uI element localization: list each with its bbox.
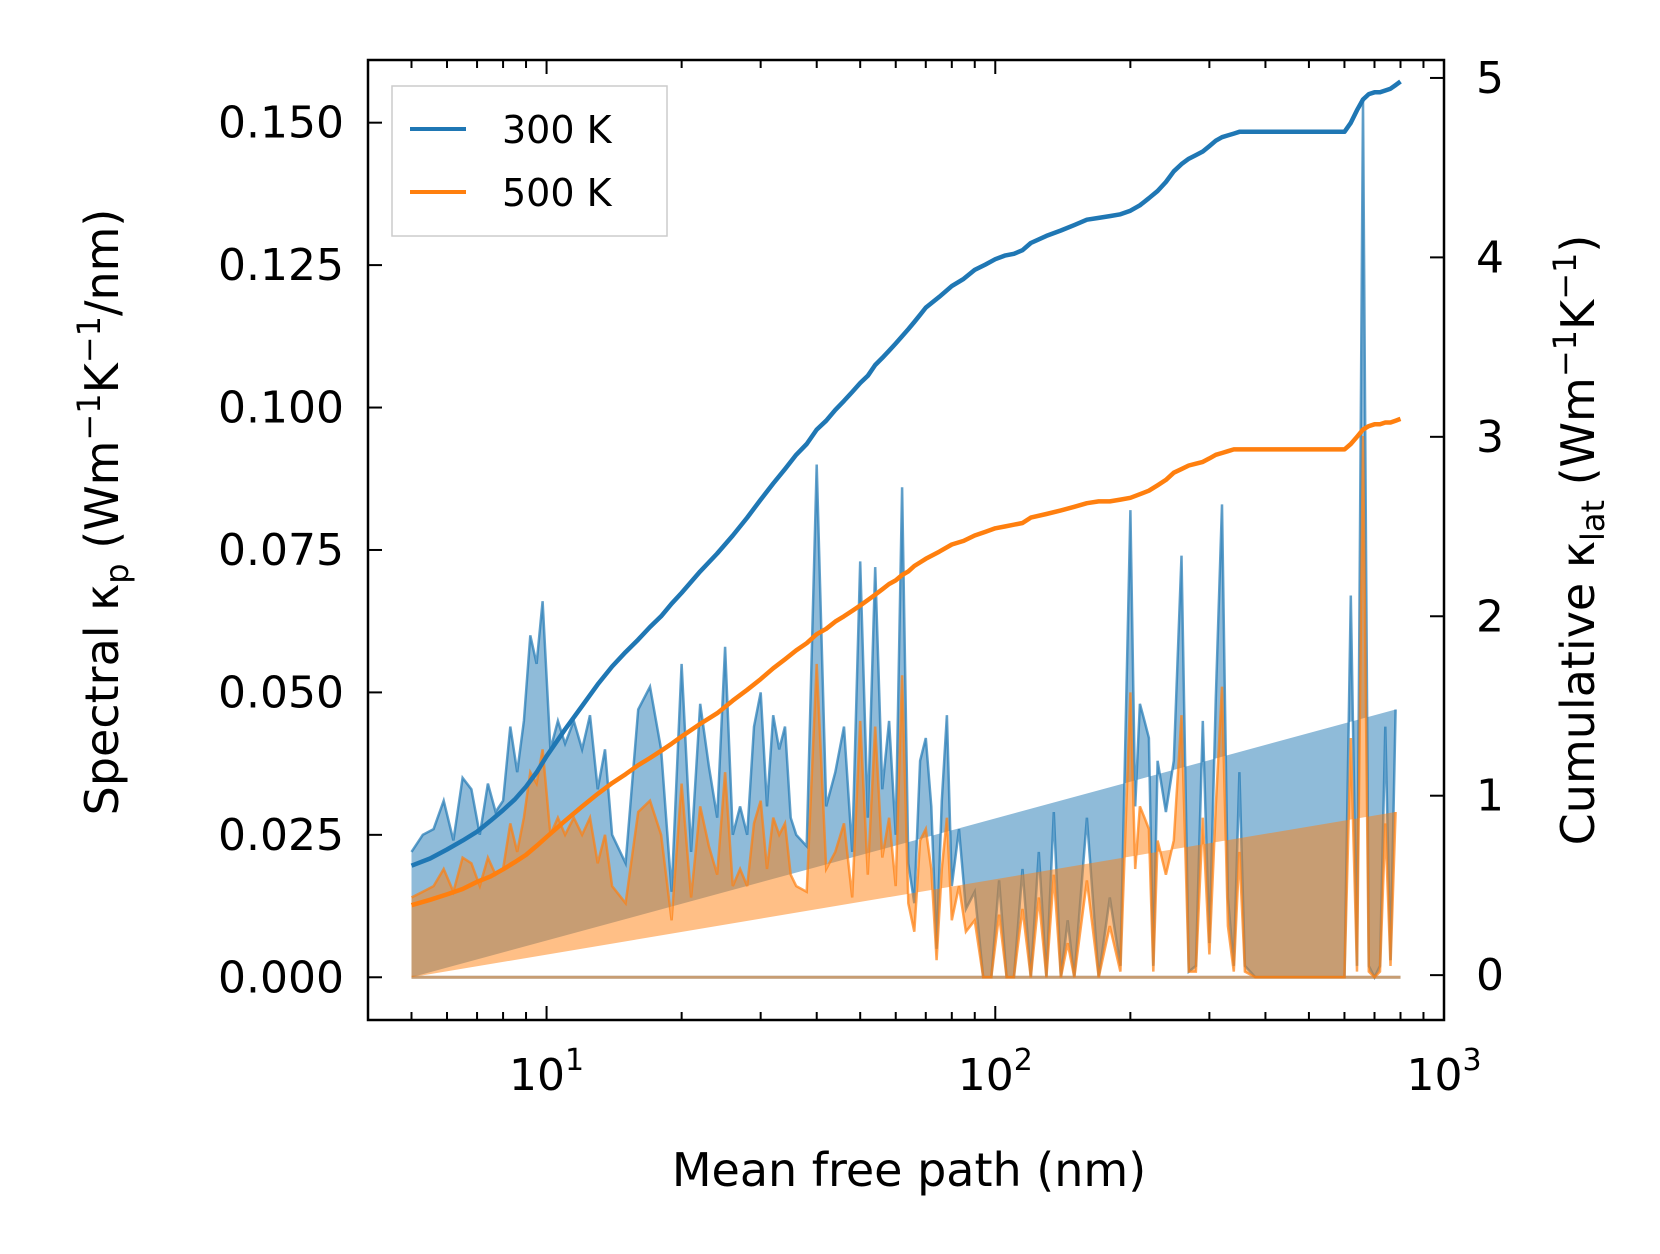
cumulative-line-500k (410, 416, 1402, 908)
right-y-tick-label: 3 (1476, 412, 1504, 463)
left-y-tick-label: 0.075 (218, 525, 344, 576)
left-y-label-sup1: −1 (70, 393, 108, 440)
spectral-area-500k (411, 436, 1396, 978)
left-y-label-mid: K (75, 361, 129, 393)
right-y-tick-label: 1 (1476, 771, 1504, 822)
left-y-tick-label: 0.100 (218, 383, 344, 434)
cumulative-line-300k (410, 79, 1402, 868)
right-y-tick-label: 5 (1476, 53, 1504, 104)
left-y-axis-label: Spectral κp (Wm−1K−1/nm) (70, 209, 136, 816)
left-y-label-main: Spectral κ (75, 584, 129, 816)
left-y-tick-label: 0.125 (218, 240, 344, 291)
left-y-label-unit-close: /nm) (75, 209, 129, 316)
right-y-tick-label: 4 (1476, 232, 1504, 283)
x-tick-label-exp: 3 (1462, 1043, 1481, 1078)
legend-label-300k: 300 K (502, 108, 613, 152)
left-y-label-unit-open: (Wm (75, 441, 129, 564)
right-y-label-unit-close: ) (1551, 235, 1605, 253)
x-tick-label-base: 10 (509, 1050, 565, 1101)
left-y-label-sup2: −1 (70, 316, 108, 363)
right-y-label-sup2: −1 (1546, 253, 1584, 300)
x-tick-label-base: 10 (958, 1050, 1014, 1101)
axes: 101 102 1030.0000.0250.0500.0750.1000.1250… (218, 53, 1504, 1101)
legend-box (391, 85, 668, 237)
x-axis-label: Mean free path (nm) (672, 1143, 1146, 1197)
left-y-tick-label: 0.025 (218, 810, 344, 861)
right-y-label-unit-open: (Wm (1551, 377, 1605, 500)
right-y-axis-label: Cumulative κlat (Wm−1K−1) (1546, 235, 1612, 846)
spectral-area-300k (411, 99, 1396, 978)
right-y-label-main: Cumulative κ (1551, 541, 1605, 845)
x-tick-label: 101 (509, 1043, 584, 1101)
legend: 300 K 500 K (391, 85, 668, 237)
left-y-label-sub: p (98, 563, 136, 583)
plot-area (410, 79, 1402, 981)
x-tick-label: 102 (958, 1043, 1033, 1101)
left-y-tick-label: 0.000 (218, 952, 344, 1003)
x-tick-label: 103 (1406, 1043, 1481, 1101)
x-tick-label-exp: 1 (565, 1043, 584, 1078)
left-y-tick-label: 0.050 (218, 667, 344, 718)
right-y-label-mid: K (1551, 298, 1605, 330)
legend-label-500k: 500 K (502, 171, 613, 215)
right-y-tick-label: 2 (1476, 591, 1504, 642)
spectral-line-500k (410, 435, 1397, 980)
right-y-label-sub: lat (1574, 500, 1612, 541)
plot-frame (366, 58, 1446, 1022)
x-tick-label-base: 10 (1406, 1050, 1462, 1101)
x-tick-label-exp: 2 (1014, 1043, 1033, 1078)
left-y-tick-label: 0.150 (218, 98, 344, 149)
right-y-label-sup1: −1 (1546, 330, 1584, 377)
right-y-tick-label: 0 (1476, 950, 1504, 1001)
